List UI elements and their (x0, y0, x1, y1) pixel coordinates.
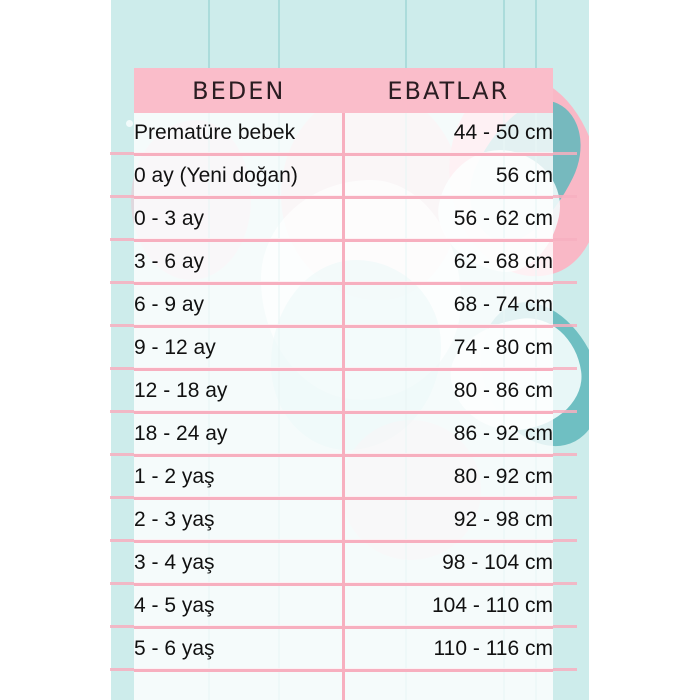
table-row: 3 - 6 ay 62 - 68 cm (134, 240, 553, 285)
cell-size: 5 - 6 yaş (134, 627, 345, 672)
cell-size: 9 - 12 ay (134, 326, 345, 371)
table-row: 12 - 18 ay 80 - 86 cm (134, 369, 553, 414)
cell-size: 18 - 24 ay (134, 412, 345, 457)
cell-measure: 92 - 98 cm (343, 498, 553, 543)
cell-measure: 86 - 92 cm (343, 412, 553, 457)
table-row: 3 - 4 yaş 98 - 104 cm (134, 541, 553, 586)
header-row: BEDEN EBATLAR (134, 68, 553, 113)
cell-size: Prematüre bebek (134, 113, 345, 156)
cell-size: 3 - 6 ay (134, 240, 345, 285)
cell-measure (343, 670, 553, 700)
cell-measure: 44 - 50 cm (343, 113, 553, 156)
table-header: BEDEN EBATLAR (134, 68, 553, 113)
table-row: 0 ay (Yeni doğan) 56 cm (134, 154, 553, 199)
table-row: 9 - 12 ay 74 - 80 cm (134, 326, 553, 371)
cell-measure: 110 - 116 cm (343, 627, 553, 672)
cell-measure: 80 - 92 cm (343, 455, 553, 500)
cell-size: 0 ay (Yeni doğan) (134, 154, 345, 199)
cell-size: 6 - 9 ay (134, 283, 345, 328)
cell-size (134, 670, 345, 700)
cell-size: 4 - 5 yaş (134, 584, 345, 629)
cell-measure: 56 - 62 cm (343, 197, 553, 242)
table-body: Prematüre bebek 44 - 50 cm 0 ay (Yeni doğa… (134, 113, 553, 700)
table-row: 4 - 5 yaş 104 - 110 cm (134, 584, 553, 629)
cell-measure: 74 - 80 cm (343, 326, 553, 371)
table-row: 18 - 24 ay 86 - 92 cm (134, 412, 553, 457)
column-header-measure: EBATLAR (343, 68, 553, 113)
cell-size: 1 - 2 yaş (134, 455, 345, 500)
table-row: 2 - 3 yaş 92 - 98 cm (134, 498, 553, 543)
cell-size: 2 - 3 yaş (134, 498, 345, 543)
size-chart-table: BEDEN EBATLAR Prematüre bebek 44 - 50 cm 0… (134, 68, 553, 700)
table-row: 5 - 6 yaş 110 - 116 cm (134, 627, 553, 672)
cell-measure: 80 - 86 cm (343, 369, 553, 414)
decor-dot (126, 120, 133, 127)
cell-size: 0 - 3 ay (134, 197, 345, 242)
cell-measure: 56 cm (343, 154, 553, 199)
table-row: 0 - 3 ay 56 - 62 cm (134, 197, 553, 242)
cell-measure: 68 - 74 cm (343, 283, 553, 328)
cell-size: 12 - 18 ay (134, 369, 345, 414)
table-row: 6 - 9 ay 68 - 74 cm (134, 283, 553, 328)
table-row: 1 - 2 yaş 80 - 92 cm (134, 455, 553, 500)
column-header-size: BEDEN (134, 68, 344, 113)
cell-size: 3 - 4 yaş (134, 541, 345, 586)
table-row-empty (134, 670, 553, 700)
cell-measure: 104 - 110 cm (343, 584, 553, 629)
cell-measure: 98 - 104 cm (343, 541, 553, 586)
table-row: Prematüre bebek 44 - 50 cm (134, 113, 553, 156)
cell-measure: 62 - 68 cm (343, 240, 553, 285)
